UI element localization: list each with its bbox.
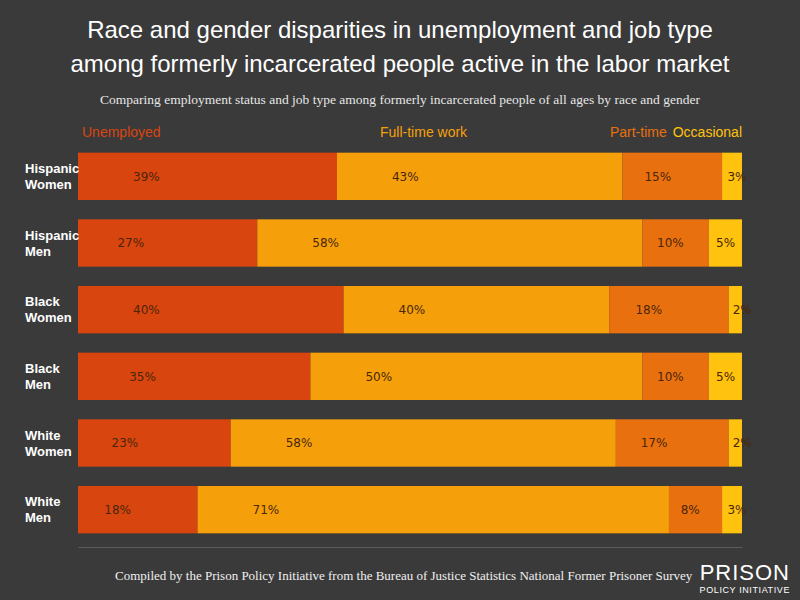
data-label: 10% (657, 236, 684, 250)
bar-segment (198, 486, 669, 533)
data-label: 3% (727, 503, 746, 517)
bar-segment (669, 486, 722, 533)
bar-segment (257, 219, 642, 266)
legend: Unemployed Full-time work Part-time Occasio… (82, 124, 742, 140)
data-label: 2% (733, 303, 752, 317)
data-label: 17% (641, 436, 668, 450)
y-tick: WhiteMen (25, 494, 78, 525)
y-axis: HispanicWomenHispanicMenBlackWomenBlackM… (25, 161, 79, 525)
data-labels: 39% 27% 40% 35% 23% 18% 43% 58% 40% 50% 58% 71% 15% 1… (104, 170, 751, 517)
y-tick: BlackWomen (25, 294, 78, 325)
category-label: WhiteWomen (25, 428, 72, 459)
category-label: BlackWomen (25, 294, 72, 325)
bar-segment (622, 153, 722, 200)
logo-main: PRISON (700, 560, 790, 585)
data-label: 27% (117, 236, 144, 250)
data-label: 5% (716, 236, 735, 250)
bar-segment (616, 419, 729, 466)
data-label: 50% (365, 370, 392, 384)
data-label: 2% (733, 436, 752, 450)
bar-segment (78, 353, 310, 400)
category-label-line: Men (25, 244, 51, 259)
data-label: 58% (286, 436, 313, 450)
bar-segment (310, 353, 642, 400)
bar-segment (78, 153, 337, 200)
data-label: 40% (399, 303, 426, 317)
bar-segment (78, 219, 257, 266)
x-axis-line (79, 547, 743, 548)
data-label: 35% (129, 370, 156, 384)
subtitle: Comparing employment status and job type… (100, 92, 700, 107)
bar-segment (337, 153, 623, 200)
data-label: 23% (112, 436, 139, 450)
bar-segment (709, 353, 742, 400)
category-label: HispanicWomen (25, 161, 79, 192)
category-label-line: White (25, 494, 60, 509)
data-label: 18% (104, 503, 131, 517)
legend-entry: Unemployed (82, 124, 161, 140)
legend-entry: Full-time work (380, 124, 468, 140)
source-note: Compiled by the Prison Policy Initiative… (115, 568, 693, 583)
data-label: 8% (681, 503, 700, 517)
category-label-line: Black (25, 294, 60, 309)
background (0, 0, 800, 600)
bar-segment (609, 286, 729, 333)
category-label-line: Women (25, 444, 72, 459)
bar-segment (231, 419, 616, 466)
logo-sub: POLICY INITIATIVE (700, 585, 790, 595)
data-label: 43% (392, 170, 419, 184)
data-label: 39% (133, 170, 160, 184)
bar-segment (78, 419, 231, 466)
y-tick: HispanicWomen (25, 161, 79, 192)
bar-segment (78, 286, 344, 333)
bar-segment (344, 286, 610, 333)
category-label: WhiteMen (25, 494, 60, 525)
y-tick: BlackMen (25, 361, 78, 392)
bar-segment (642, 353, 708, 400)
category-label-line: Hispanic (25, 228, 79, 243)
category-label-line: Black (25, 361, 60, 376)
data-label: 10% (657, 370, 684, 384)
data-label: 5% (716, 370, 735, 384)
category-label-line: Women (25, 310, 72, 325)
y-tick: WhiteWomen (25, 428, 78, 459)
bar-segment (709, 219, 742, 266)
data-label: 40% (133, 303, 160, 317)
data-label: 71% (253, 503, 280, 517)
title-line: Race and gender disparities in unemploym… (87, 16, 713, 43)
bars (78, 153, 742, 534)
title-line: among formerly incarcerated people activ… (71, 50, 730, 77)
data-label: 3% (727, 170, 746, 184)
category-label-line: Women (25, 177, 72, 192)
data-label: 58% (312, 236, 339, 250)
category-label-line: Men (25, 377, 51, 392)
legend-entry: Part-time (610, 124, 667, 140)
category-label-line: Hispanic (25, 161, 79, 176)
bar-segment (642, 219, 708, 266)
legend-entry: Occasional (673, 124, 742, 140)
bar-segment (78, 486, 198, 533)
data-label: 15% (644, 170, 671, 184)
title: Race and gender disparities in unemploym… (71, 16, 730, 77)
y-tick: HispanicMen (25, 228, 79, 259)
x-axis (79, 547, 743, 548)
category-label: BlackMen (25, 361, 60, 392)
chart: Race and gender disparities in unemploym… (0, 0, 800, 600)
category-label-line: White (25, 428, 60, 443)
data-label: 18% (635, 303, 662, 317)
category-label: HispanicMen (25, 228, 79, 259)
category-label-line: Men (25, 510, 51, 525)
